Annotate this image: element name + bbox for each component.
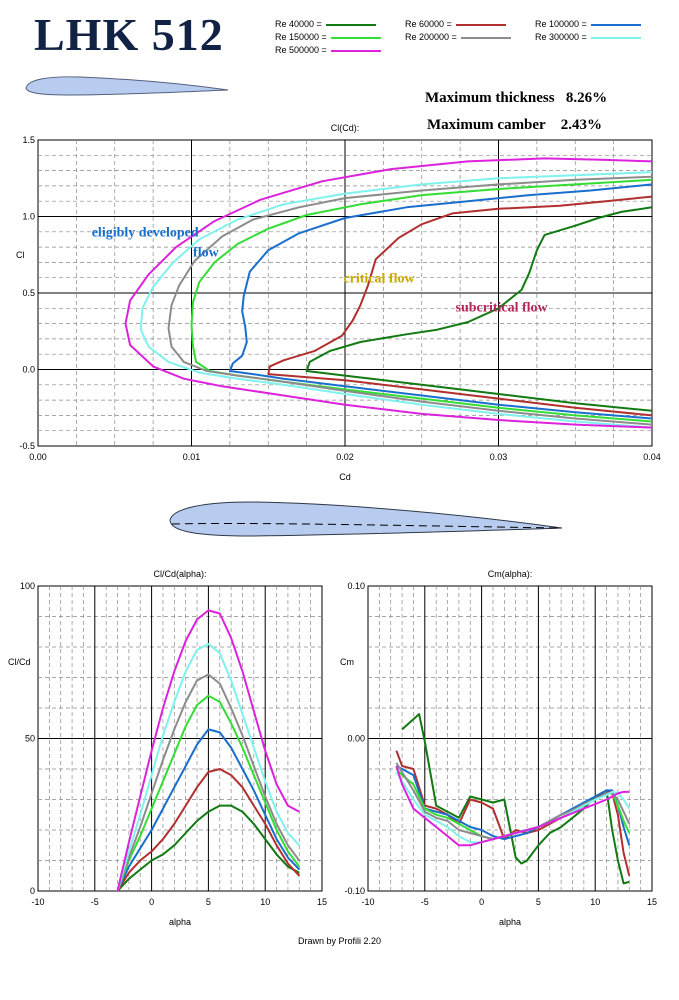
x-tick-label: 0.00 bbox=[29, 452, 47, 462]
series-line-re-500000 bbox=[395, 765, 630, 847]
series-line-re-200000 bbox=[167, 175, 652, 426]
x-tick-label: 0.04 bbox=[643, 452, 661, 462]
max-thickness: Maximum thickness 8.26% bbox=[425, 90, 607, 107]
series-line-re-60000 bbox=[116, 768, 301, 891]
legend-label: Re 500000 = bbox=[275, 45, 327, 55]
camber-line bbox=[171, 522, 561, 529]
y-tick-label: -0.10 bbox=[344, 886, 365, 896]
legend-label: Re 150000 = bbox=[275, 32, 327, 42]
x-tick-label: 0.03 bbox=[490, 452, 508, 462]
legend-label: Re 40000 = bbox=[275, 19, 322, 29]
x-tick-label: 0 bbox=[149, 897, 154, 907]
y-axis-label: Cl bbox=[16, 250, 25, 260]
y-axis-label: Cm bbox=[340, 657, 354, 667]
annotation-label: eligibly developed bbox=[92, 225, 199, 240]
y-axis-label: Cl/Cd bbox=[8, 657, 31, 667]
x-tick-label: -10 bbox=[361, 897, 374, 907]
legend-entry: Re 40000 = bbox=[275, 19, 376, 30]
series-line-re-300000 bbox=[116, 643, 301, 891]
series-line-re-150000 bbox=[190, 178, 652, 423]
x-tick-label: -10 bbox=[31, 897, 44, 907]
max-camber-label: Maximum camber bbox=[427, 117, 546, 133]
x-tick-label: -5 bbox=[91, 897, 99, 907]
y-tick-label: 100 bbox=[20, 581, 35, 591]
legend-entry: Re 100000 = bbox=[535, 19, 641, 30]
series-line-re-150000 bbox=[116, 694, 301, 891]
max-camber-value: 2.43% bbox=[560, 117, 602, 133]
series-line-re-100000 bbox=[116, 728, 301, 891]
x-tick-label: 15 bbox=[317, 897, 327, 907]
x-axis-label: alpha bbox=[169, 917, 191, 927]
legend-entry: Re 300000 = bbox=[535, 32, 641, 43]
plot-title: Cl(Cd): bbox=[331, 123, 360, 133]
legend-label: Re 60000 = bbox=[405, 19, 452, 29]
series-group bbox=[116, 609, 301, 891]
x-axis-label: Cd bbox=[339, 472, 351, 482]
x-tick-label: 15 bbox=[647, 897, 657, 907]
x-tick-label: 0.02 bbox=[336, 452, 354, 462]
x-axis-label: alpha bbox=[499, 917, 521, 927]
series-line-re-100000 bbox=[395, 765, 631, 846]
series-line-re-40000 bbox=[401, 713, 630, 885]
y-tick-label: 0.0 bbox=[22, 365, 35, 375]
x-tick-label: 10 bbox=[590, 897, 600, 907]
legend-label: Re 200000 = bbox=[405, 32, 457, 42]
y-tick-label: -0.5 bbox=[19, 441, 35, 451]
series-line-re-300000 bbox=[139, 171, 652, 429]
legend-swatch bbox=[460, 36, 511, 39]
page-title: LHK 512 bbox=[34, 9, 224, 60]
legend-label: Re 100000 = bbox=[535, 19, 587, 29]
legend-swatch bbox=[330, 36, 381, 39]
series-line-re-500000 bbox=[124, 157, 652, 429]
legend-swatch bbox=[590, 23, 641, 26]
annotation-label: subcritical flow bbox=[456, 300, 549, 315]
legend-entry: Re 500000 = bbox=[275, 45, 381, 56]
x-tick-label: -5 bbox=[421, 897, 429, 907]
legend-swatch bbox=[455, 23, 506, 26]
clcd-alpha-plot: -10 -5 0 5 10 15 0 50 100 Cl/Cd(alpha): alpha Cl/Cd bbox=[8, 569, 327, 927]
y-tick-label: 1.0 bbox=[22, 212, 35, 222]
cm-alpha-plot: -10 -5 0 5 10 15 -0.10 0.00 0.10 Cm(alpha): alpha C… bbox=[340, 569, 657, 927]
series-line-re-40000 bbox=[305, 206, 652, 412]
airfoil-large-icon bbox=[169, 501, 563, 537]
max-camber: Maximum camber 2.43% bbox=[427, 117, 602, 134]
legend-entry: Re 60000 = bbox=[405, 19, 506, 30]
y-tick-label: 0.00 bbox=[347, 734, 365, 744]
max-thickness-label: Maximum thickness bbox=[425, 90, 555, 106]
series-line-re-100000 bbox=[228, 183, 652, 420]
x-tick-label: 10 bbox=[260, 897, 270, 907]
series-group bbox=[124, 157, 652, 429]
series-line-re-500000 bbox=[116, 609, 300, 891]
footer-credit: Drawn by Profili 2.20 bbox=[297, 936, 382, 946]
y-tick-label: 0.10 bbox=[347, 581, 365, 591]
airfoil-small-icon bbox=[25, 76, 229, 96]
series-group bbox=[395, 713, 631, 885]
legend-entry: Re 150000 = bbox=[275, 32, 381, 43]
series-line-re-200000 bbox=[116, 673, 301, 891]
annotation-label: flow bbox=[193, 245, 220, 260]
x-tick-label: 5 bbox=[206, 897, 211, 907]
y-tick-label: 1.5 bbox=[22, 135, 35, 145]
x-tick-label: 5 bbox=[536, 897, 541, 907]
plot-title: Cl/Cd(alpha): bbox=[153, 569, 206, 579]
y-tick-label: 0.5 bbox=[22, 288, 35, 298]
x-tick-label: 0 bbox=[479, 897, 484, 907]
legend-swatch bbox=[330, 49, 381, 52]
annotation-label: critical flow bbox=[343, 271, 415, 286]
y-tick-label: 0 bbox=[30, 886, 35, 896]
series-line-re-60000 bbox=[267, 195, 652, 417]
y-tick-label: 50 bbox=[25, 734, 35, 744]
series-line-re-40000 bbox=[116, 804, 300, 891]
legend-label: Re 300000 = bbox=[535, 32, 587, 42]
legend-swatch bbox=[590, 36, 641, 39]
legend-swatch bbox=[325, 23, 376, 26]
legend-entry: Re 200000 = bbox=[405, 32, 511, 43]
max-thickness-value: 8.26% bbox=[565, 90, 608, 106]
x-tick-label: 0.01 bbox=[183, 452, 201, 462]
cl-cd-plot: 0.00 0.01 0.02 0.03 0.04 -0.5 0.0 0.5 1.0 1.5 Cl(C… bbox=[16, 123, 661, 482]
plot-title: Cm(alpha): bbox=[488, 569, 533, 579]
